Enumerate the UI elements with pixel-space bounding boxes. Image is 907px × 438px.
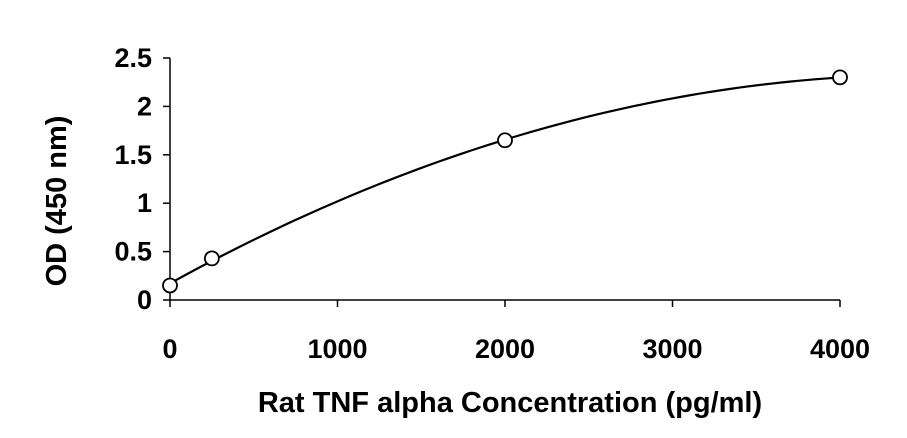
fit-curve (169, 76, 841, 285)
data-points-layer (162, 69, 848, 294)
y-tick-label: 2 (137, 91, 152, 121)
x-tick-label: 3000 (642, 334, 702, 364)
data-point (162, 277, 178, 294)
y-axis-title: OD (450 nm) (41, 116, 73, 287)
y-tick-label: 0.5 (114, 237, 152, 267)
y-tick-label: 0 (137, 285, 152, 315)
data-point (497, 132, 513, 149)
data-point (203, 250, 220, 267)
fit-curve-layer (169, 76, 841, 285)
x-tick-label: 0 (162, 334, 177, 364)
data-point (832, 69, 848, 86)
x-axis-title: Rat TNF alpha Concentration (pg/ml) (258, 387, 762, 419)
x-tick-label: 1000 (307, 334, 367, 364)
axes (169, 58, 840, 301)
y-tick-label: 1 (137, 188, 152, 218)
y-tick-label: 1.5 (114, 140, 152, 170)
x-tick-label: 2000 (475, 334, 535, 364)
y-tick-label: 2.5 (114, 43, 152, 73)
y-axis-ticks: 0 0.5 1 1.5 2 2.5 (114, 43, 170, 315)
x-tick-label: 4000 (810, 334, 870, 364)
x-axis-ticks: 0 1000 2000 3000 4000 (162, 300, 870, 364)
